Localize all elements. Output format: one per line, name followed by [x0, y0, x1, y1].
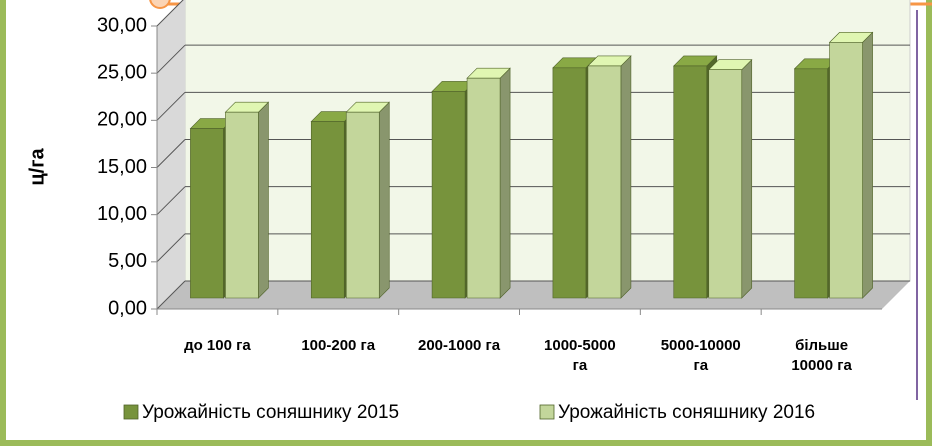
bar — [587, 55, 632, 299]
frame-left — [0, 0, 6, 446]
bar — [345, 101, 390, 299]
x-tick-label: 200-1000 га — [418, 337, 501, 354]
bar — [708, 58, 753, 299]
bar-side — [499, 67, 511, 299]
y-tick-label: 25,00 — [97, 61, 147, 83]
bar — [224, 101, 270, 299]
bar-front — [587, 65, 622, 299]
bar-side — [258, 101, 269, 299]
legend-label: Урожайність соняшнику 2015 — [142, 402, 399, 423]
y-axis-label: ц/га — [26, 147, 48, 185]
grid-line — [156, 91, 186, 121]
grid-line — [156, 233, 186, 263]
bar — [466, 67, 511, 299]
bar-side — [862, 31, 873, 299]
bar-front — [673, 65, 708, 299]
bar — [828, 31, 874, 299]
grid-line — [156, 139, 186, 168]
bar-front — [190, 128, 224, 299]
frame-bottom — [0, 440, 932, 446]
bar-front — [345, 111, 380, 299]
grid-line — [156, 280, 186, 310]
bar-front — [225, 111, 259, 299]
side-wall — [157, 0, 185, 309]
bar-front — [552, 67, 587, 299]
y-tick-label: 15,00 — [97, 156, 147, 178]
y-tick-label: 20,00 — [97, 109, 147, 131]
x-tick-label: більше 10000 га — [791, 337, 852, 374]
bar-front — [310, 121, 345, 299]
legend-swatch — [123, 404, 139, 420]
y-tick-label: 10,00 — [97, 203, 147, 225]
bar-side — [741, 58, 753, 299]
bar-front — [829, 42, 863, 299]
grid-line — [156, 44, 186, 74]
bar-front — [431, 91, 466, 299]
decor-circle — [149, 0, 171, 9]
y-tick-label: 0,00 — [108, 297, 147, 319]
bar-side — [378, 101, 390, 299]
x-tick-label: 1000-5000 га — [544, 337, 616, 374]
bar-front — [466, 77, 501, 299]
grid-line — [156, 0, 184, 27]
frame-right — [926, 0, 932, 446]
y-tick-label: 5,00 — [108, 250, 147, 272]
grid-line — [156, 186, 186, 216]
x-tick-label: до 100 га — [184, 337, 251, 354]
x-tick-label: 100-200 га — [301, 337, 376, 354]
bar-front — [708, 69, 743, 299]
bar-front — [794, 68, 828, 299]
x-tick-label: 5000-10000 га — [660, 337, 741, 374]
legend-label: Урожайність соняшнику 2016 — [558, 402, 815, 423]
bar-side — [620, 55, 632, 299]
y-tick-label: 30,00 — [97, 14, 147, 36]
legend-swatch — [539, 404, 555, 420]
